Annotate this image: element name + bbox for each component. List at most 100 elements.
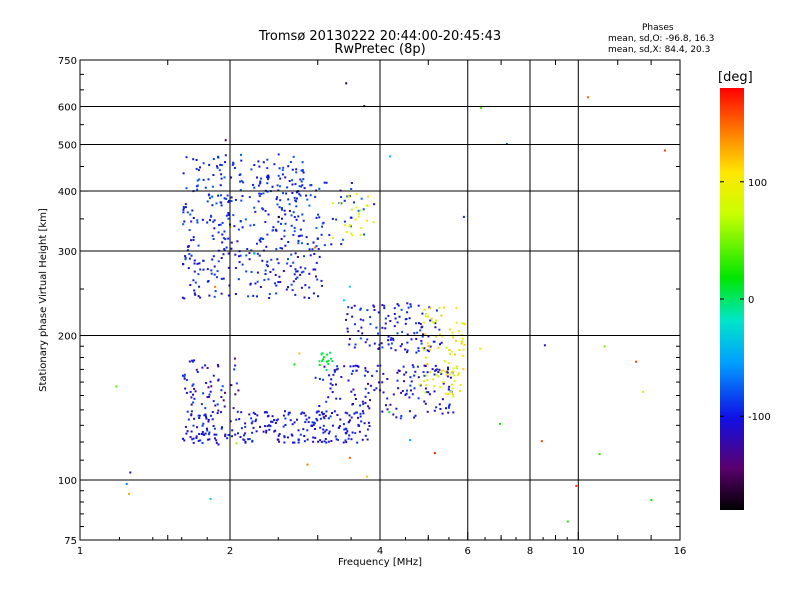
data-point xyxy=(395,407,398,410)
data-point xyxy=(220,194,222,197)
data-point xyxy=(291,192,294,194)
data-point xyxy=(224,139,227,142)
data-point xyxy=(189,436,192,439)
data-point xyxy=(275,292,278,295)
data-point xyxy=(322,378,325,381)
data-point xyxy=(335,368,338,371)
data-point xyxy=(191,360,194,363)
data-point xyxy=(302,178,305,181)
data-point xyxy=(409,384,412,387)
data-point xyxy=(276,184,279,187)
data-point xyxy=(427,335,430,338)
data-point xyxy=(278,206,281,209)
data-point xyxy=(358,212,361,215)
data-point xyxy=(208,438,211,441)
data-point xyxy=(335,383,337,386)
data-point xyxy=(266,411,268,414)
data-point xyxy=(198,433,201,435)
data-point xyxy=(438,368,441,371)
data-point xyxy=(335,438,338,441)
x-tick-label: 6 xyxy=(465,546,471,557)
data-point xyxy=(244,218,247,221)
data-point xyxy=(287,165,290,168)
data-point xyxy=(387,343,390,346)
data-point xyxy=(447,393,450,395)
data-point xyxy=(266,167,269,170)
data-point xyxy=(211,234,214,237)
data-point xyxy=(182,207,185,210)
data-point xyxy=(329,382,332,385)
data-point xyxy=(222,399,225,402)
data-point xyxy=(264,425,266,428)
data-point xyxy=(359,307,362,310)
data-point xyxy=(227,266,230,269)
data-point xyxy=(320,440,323,443)
data-point xyxy=(428,350,430,353)
data-point xyxy=(197,273,200,276)
data-point xyxy=(192,441,195,444)
data-point xyxy=(451,331,454,334)
data-point xyxy=(277,174,280,177)
data-point xyxy=(327,417,330,420)
data-point xyxy=(462,368,465,371)
data-point xyxy=(277,189,280,192)
data-point xyxy=(241,195,244,197)
data-point xyxy=(295,218,298,221)
data-point xyxy=(406,351,409,354)
data-point xyxy=(443,360,446,362)
data-point xyxy=(202,162,205,165)
data-point xyxy=(434,335,437,338)
data-point xyxy=(452,367,455,370)
data-point xyxy=(317,295,319,298)
data-point xyxy=(186,430,189,433)
data-point xyxy=(423,364,426,367)
data-point xyxy=(216,363,219,366)
data-point xyxy=(314,268,317,271)
data-point xyxy=(447,361,450,364)
data-point xyxy=(423,349,426,352)
data-point xyxy=(184,425,187,428)
data-point xyxy=(252,183,254,186)
data-point xyxy=(277,262,280,265)
data-point xyxy=(344,439,347,442)
data-point xyxy=(361,400,364,403)
data-point xyxy=(356,441,359,444)
y-tick-label: 100 xyxy=(58,476,77,487)
data-point xyxy=(369,323,372,326)
data-point xyxy=(236,410,239,413)
data-point xyxy=(220,164,223,167)
data-point xyxy=(426,363,429,365)
data-point xyxy=(192,239,195,241)
data-point xyxy=(406,302,409,305)
data-point xyxy=(365,219,368,222)
data-point xyxy=(402,365,405,368)
data-point xyxy=(257,200,260,203)
data-point xyxy=(310,424,313,427)
data-point xyxy=(450,383,453,386)
data-point xyxy=(248,252,251,255)
data-point xyxy=(247,295,250,298)
data-point xyxy=(259,240,262,243)
data-point xyxy=(418,383,421,386)
data-point xyxy=(405,371,408,374)
data-point xyxy=(354,411,357,414)
data-point xyxy=(299,194,302,197)
data-point xyxy=(423,321,426,324)
data-point xyxy=(207,386,210,389)
data-point xyxy=(195,167,198,170)
data-point xyxy=(214,285,217,288)
data-point xyxy=(216,165,218,168)
data-point xyxy=(291,179,294,182)
data-point xyxy=(272,226,275,229)
data-point xyxy=(225,198,228,200)
data-point xyxy=(214,290,217,293)
data-point xyxy=(278,167,281,170)
data-point xyxy=(286,262,289,265)
scatter-points xyxy=(115,82,666,523)
data-point xyxy=(212,374,215,377)
data-point xyxy=(284,176,287,179)
data-point xyxy=(234,364,237,367)
data-point xyxy=(359,412,362,415)
data-point xyxy=(325,410,328,413)
colorbar-ticks: -100 0 100 xyxy=(720,178,771,423)
